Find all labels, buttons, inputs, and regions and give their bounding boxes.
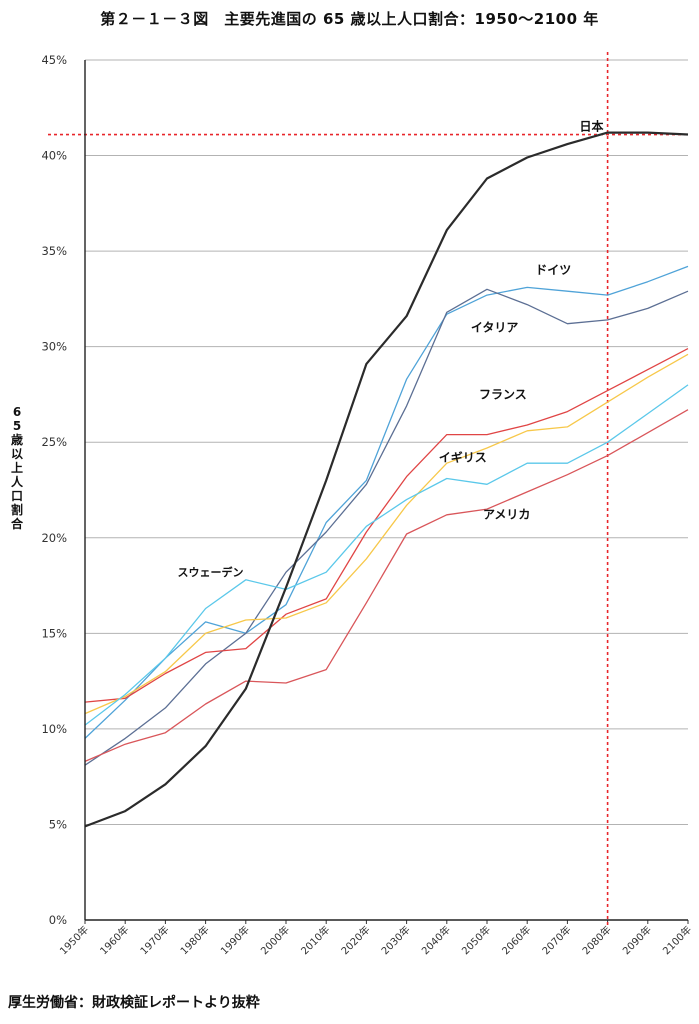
y-tick-labels: 0% 5% 10% 15% 20% 25% 30% 35% 40% 45% [41, 53, 67, 927]
series-annotation: アメリカ [483, 508, 530, 522]
x-tick-label: 2000年 [258, 923, 292, 957]
x-tick-label: 2030年 [378, 923, 412, 957]
y-axis-label-char: 上 [10, 461, 23, 475]
y-axis-label-char: 5 [12, 419, 22, 433]
x-tick-label: 1970年 [137, 923, 171, 957]
series-line-0 [84, 131, 689, 828]
x-tick-label: 2010年 [298, 923, 332, 957]
series-line-3 [84, 348, 689, 703]
series-annotation: イタリア [471, 320, 519, 334]
y-tick-label: 5% [49, 817, 67, 831]
y-axis-label-char: 6 [12, 405, 22, 419]
series-annotation: ドイツ [535, 263, 571, 277]
x-tick-label: 2090年 [620, 923, 654, 957]
series-annotation: イギリス [439, 449, 487, 464]
x-tick-label: 2050年 [459, 923, 493, 957]
x-tick-label: 1980年 [177, 923, 211, 957]
reference-lines [48, 52, 688, 925]
series-line-2 [84, 288, 689, 766]
series-line-6 [84, 384, 689, 726]
y-tick-label: 10% [41, 722, 67, 736]
y-axis-label-char: 以 [10, 447, 23, 461]
y-tick-label: 15% [41, 626, 67, 640]
y-tick-label: 45% [41, 53, 67, 67]
gridlines [85, 59, 688, 825]
source-note: 厚生労働省：財政検証レポートより抜粋 [8, 995, 260, 1011]
series-annotation: フランス [479, 387, 527, 401]
y-tick-label: 40% [41, 149, 67, 163]
y-tick-label: 25% [41, 435, 67, 449]
x-tick-label: 2040年 [419, 923, 453, 957]
x-tick-label: 2020年 [338, 923, 372, 957]
series-line-4 [84, 353, 689, 715]
chart-title: 第２－１－３図 主要先進国の 65 歳以上人口割合：1950～2100 年 [100, 10, 599, 28]
y-axis-label-char: 割 [10, 503, 23, 517]
x-tick-label: 2080年 [579, 923, 613, 957]
series-line-5 [84, 409, 689, 762]
y-tick-label: 20% [41, 531, 67, 545]
x-tick-labels: 1950年 1960年 1970年 1980年 1990年 2000年 2010年 2020年… [57, 920, 694, 957]
y-axis-label-char: 人 [10, 475, 23, 489]
y-axis-label-char: 合 [10, 517, 23, 531]
x-tick-label: 1950年 [57, 923, 91, 957]
series-annotation: 日本 [579, 119, 603, 134]
x-tick-label: 1960年 [97, 923, 131, 957]
y-axis-label-char: 歳 [10, 433, 23, 447]
y-axis-label-char: 口 [10, 489, 23, 503]
series-annotation: スウェーデン [177, 565, 243, 579]
x-tick-label: 1990年 [218, 923, 252, 957]
axes [84, 60, 688, 921]
y-tick-label: 30% [41, 340, 67, 354]
series-lines [84, 131, 689, 828]
x-tick-label: 2100年 [660, 923, 694, 957]
y-tick-label: 0% [49, 913, 67, 927]
y-tick-label: 35% [41, 244, 67, 258]
series-line-1 [84, 265, 689, 739]
x-tick-label: 2070年 [539, 923, 573, 957]
x-tick-label: 2060年 [499, 923, 533, 957]
